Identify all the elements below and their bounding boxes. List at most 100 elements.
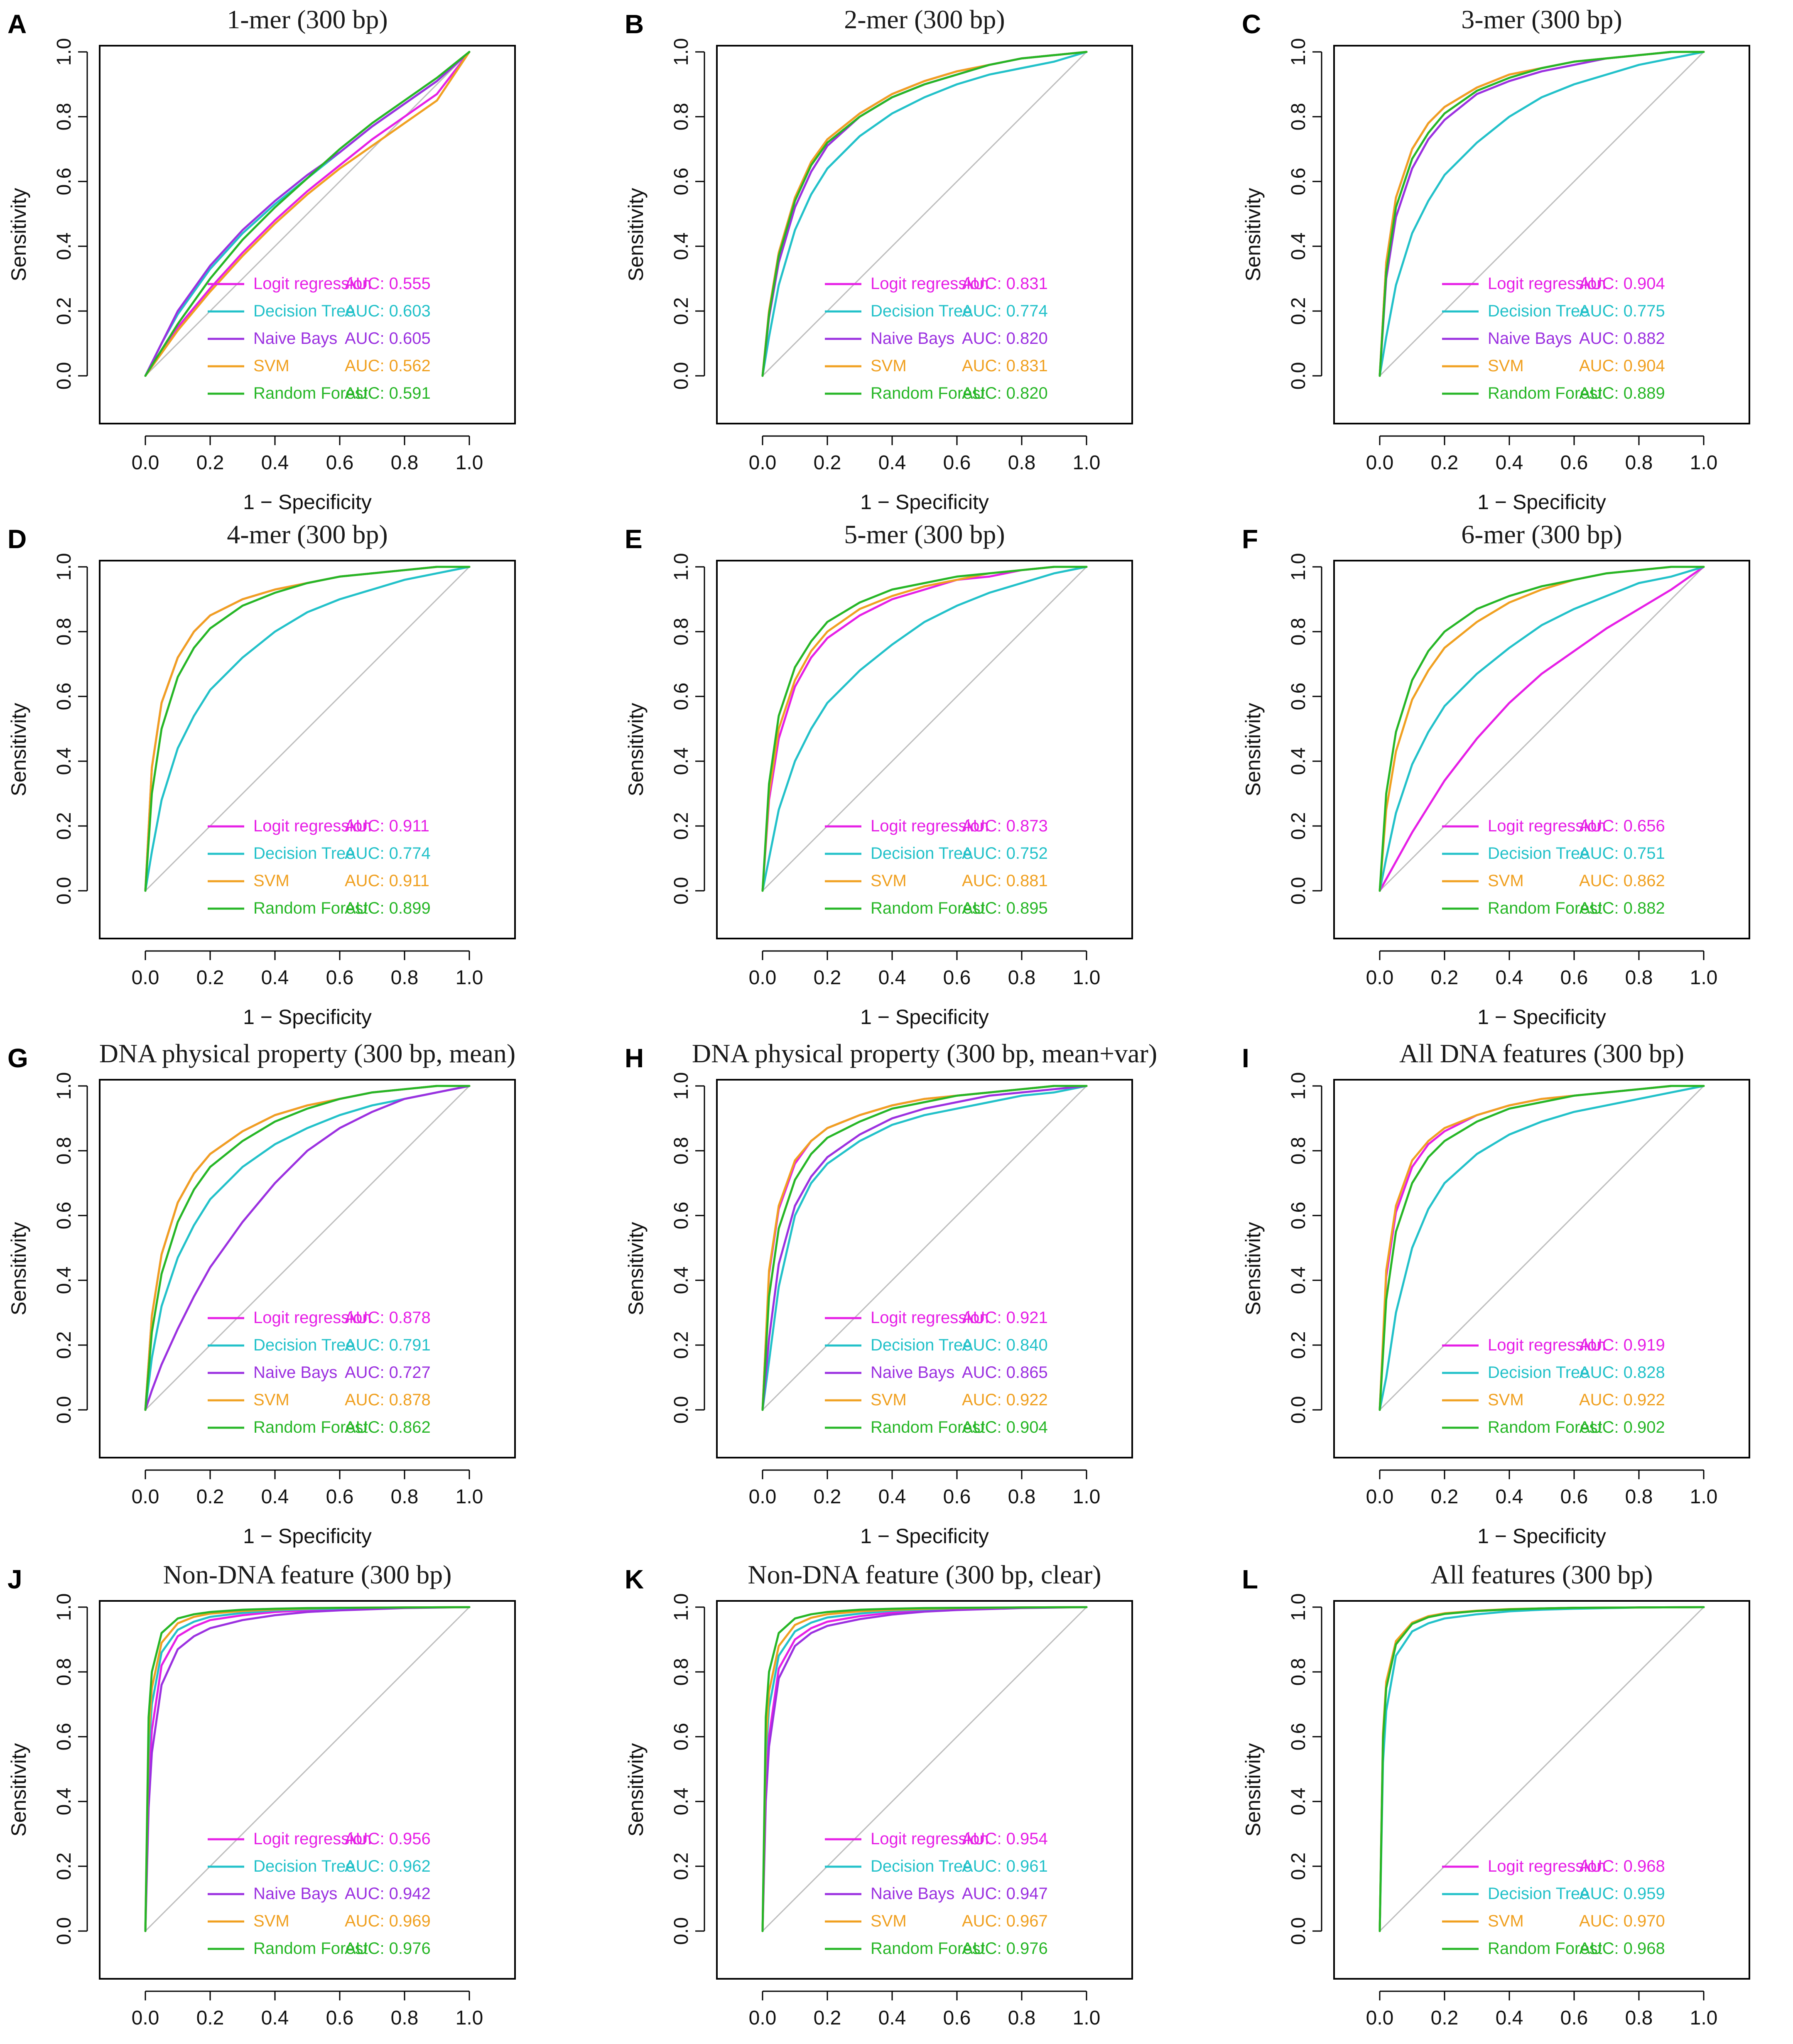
plot-frame-g: [99, 1079, 516, 1458]
y-axis-label-a: Sensitivity: [7, 188, 30, 281]
diagonal-reference-l: [1379, 1606, 1705, 1932]
x-axis-label-c: 1 − Specificity: [1477, 490, 1606, 514]
x-tick-label-a: 1.0: [456, 452, 483, 474]
y-axis-label-g: Sensitivity: [7, 1222, 30, 1315]
legend-label-svm-a: SVM: [253, 357, 289, 375]
x-tick-label-c: 0.4: [1496, 452, 1523, 474]
legend-label-decision-tree-c: Decision Tree: [1488, 302, 1589, 320]
x-tick-label-e: 1.0: [1073, 967, 1101, 989]
x-tick-label-h: 0.2: [814, 1486, 841, 1508]
y-tick-label-k: 1.0: [670, 1593, 692, 1621]
auc-value-naive-bays-g: AUC: 0.727: [345, 1363, 431, 1382]
legend-label-svm-e: SVM: [871, 872, 907, 890]
legend-label-logit-regression-c: Logit regression: [1488, 274, 1606, 293]
legend-label-logit-regression-i: Logit regression: [1488, 1336, 1606, 1354]
legend-label-naive-bays-a: Naive Bays: [253, 329, 337, 348]
auc-value-svm-e: AUC: 0.881: [962, 872, 1048, 890]
diagonal-reference-c: [1379, 51, 1705, 377]
x-tick-label-c: 0.8: [1625, 452, 1653, 474]
roc-curve-random-forest-h: [761, 1085, 1088, 1411]
x-tick-label-g: 0.4: [261, 1486, 289, 1508]
legend-label-naive-bays-h: Naive Bays: [871, 1363, 954, 1382]
y-tick-label-h: 0.4: [670, 1267, 692, 1294]
roc-curve-random-forest-b: [761, 51, 1088, 377]
legend-label-logit-regression-j: Logit regression: [253, 1830, 372, 1848]
legend-label-decision-tree-a: Decision Tree: [253, 302, 355, 320]
legend-label-svm-k: SVM: [871, 1912, 907, 1930]
diagonal-reference-e: [762, 566, 1087, 892]
y-tick-label-f: 0.0: [1288, 877, 1310, 905]
y-tick-label-e: 0.6: [670, 683, 692, 711]
roc-curve-random-forest-f: [1378, 566, 1705, 892]
legend-label-decision-tree-f: Decision Tree: [1488, 844, 1589, 863]
x-axis-label-e: 1 − Specificity: [860, 1005, 989, 1029]
x-tick-label-h: 1.0: [1073, 1486, 1101, 1508]
y-axis-label-c: Sensitivity: [1241, 188, 1265, 281]
plot-frame-f: [1333, 560, 1750, 939]
x-tick-label-e: 0.6: [943, 967, 971, 989]
auc-value-logit-regression-k: AUC: 0.954: [962, 1830, 1048, 1848]
panel-letter-j: J: [7, 1564, 22, 1594]
legend-label-decision-tree-i: Decision Tree: [1488, 1363, 1589, 1382]
panel-letter-i: I: [1242, 1043, 1249, 1073]
x-tick-label-d: 0.4: [261, 967, 289, 989]
chart-title-j: Non-DNA feature (300 bp): [163, 1560, 452, 1589]
x-tick-label-i: 0.2: [1431, 1486, 1459, 1508]
y-tick-label-h: 0.0: [670, 1396, 692, 1424]
diagonal-reference-j: [145, 1606, 470, 1932]
plot-frame-e: [716, 560, 1133, 939]
legend-label-random-forest-f: Random Forest: [1488, 899, 1602, 917]
y-tick-label-h: 0.2: [670, 1331, 692, 1359]
panel-letter-b: B: [625, 9, 644, 39]
legend-label-random-forest-g: Random Forest: [253, 1418, 368, 1436]
auc-value-svm-b: AUC: 0.831: [962, 357, 1048, 375]
auc-value-random-forest-f: AUC: 0.882: [1579, 899, 1665, 917]
legend-label-random-forest-a: Random Forest: [253, 384, 368, 402]
y-tick-label-k: 0.6: [670, 1723, 692, 1751]
roc-curve-naive-bays-j: [144, 1606, 471, 1932]
y-tick-label-i: 0.8: [1288, 1137, 1310, 1165]
diagonal-reference-k: [762, 1606, 1087, 1932]
y-tick-label-h: 0.8: [670, 1137, 692, 1165]
legend-label-random-forest-l: Random Forest: [1488, 1939, 1602, 1958]
x-tick-label-l: 0.6: [1560, 2007, 1588, 2029]
y-tick-label-a: 0.0: [53, 362, 75, 390]
x-tick-label-a: 0.8: [391, 452, 419, 474]
y-tick-label-b: 0.6: [670, 168, 692, 196]
auc-value-random-forest-b: AUC: 0.820: [962, 384, 1048, 402]
x-tick-label-f: 0.4: [1496, 967, 1523, 989]
panel-b: B 2-mer (300 bp) 0.0 0.2 0.4 0.6 0.8 1.0 1 − Spe…: [624, 5, 1133, 514]
auc-value-decision-tree-f: AUC: 0.751: [1579, 844, 1665, 863]
x-tick-label-g: 0.2: [196, 1486, 224, 1508]
y-tick-label-b: 1.0: [670, 38, 692, 66]
roc-curve-random-forest-i: [1378, 1085, 1705, 1411]
legend-label-svm-l: SVM: [1488, 1912, 1524, 1930]
auc-value-svm-h: AUC: 0.922: [962, 1391, 1048, 1409]
legend-label-random-forest-j: Random Forest: [253, 1939, 368, 1958]
x-tick-label-g: 0.0: [132, 1486, 159, 1508]
x-tick-label-f: 0.2: [1431, 967, 1459, 989]
panel-letter-l: L: [1242, 1564, 1258, 1594]
legend-label-logit-regression-l: Logit regression: [1488, 1857, 1606, 1875]
x-tick-label-c: 0.6: [1560, 452, 1588, 474]
y-tick-label-i: 0.6: [1288, 1202, 1310, 1230]
auc-value-decision-tree-k: AUC: 0.961: [962, 1857, 1048, 1875]
roc-curve-naive-bays-g: [144, 1085, 471, 1411]
x-tick-label-i: 0.0: [1366, 1486, 1394, 1508]
x-tick-label-j: 0.2: [196, 2007, 224, 2029]
x-axis-label-d: 1 − Specificity: [243, 1005, 372, 1029]
x-tick-label-a: 0.6: [326, 452, 354, 474]
x-tick-label-i: 0.4: [1496, 1486, 1523, 1508]
panel-j: J Non-DNA feature (300 bp) 0.0 0.2 0.4 0.6 0.8…: [7, 1560, 516, 2029]
legend-label-naive-bays-g: Naive Bays: [253, 1363, 337, 1382]
y-axis-label-h: Sensitivity: [624, 1222, 648, 1315]
x-tick-label-d: 0.0: [132, 967, 159, 989]
legend-label-decision-tree-k: Decision Tree: [871, 1857, 972, 1875]
y-tick-label-i: 0.4: [1288, 1267, 1310, 1294]
y-tick-label-d: 0.6: [53, 683, 75, 711]
legend-label-logit-regression-a: Logit regression: [253, 274, 372, 293]
y-tick-label-i: 0.2: [1288, 1331, 1310, 1359]
y-tick-label-j: 1.0: [53, 1593, 75, 1621]
y-tick-label-g: 1.0: [53, 1072, 75, 1100]
chart-title-e: 5-mer (300 bp): [844, 520, 1005, 549]
